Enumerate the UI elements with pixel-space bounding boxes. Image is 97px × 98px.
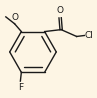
Text: O: O <box>11 13 18 22</box>
Text: Cl: Cl <box>85 31 94 40</box>
Text: F: F <box>18 83 23 92</box>
Text: O: O <box>57 6 64 15</box>
